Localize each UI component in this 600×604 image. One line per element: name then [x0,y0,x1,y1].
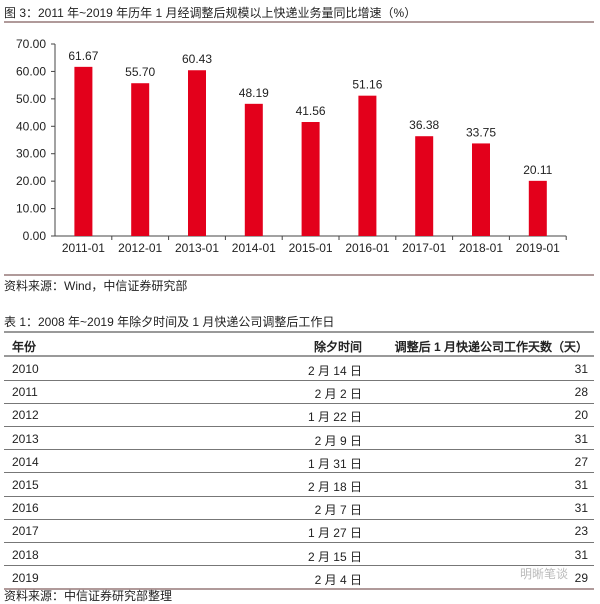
bar [528,180,547,236]
data-label: 51.16 [352,78,382,92]
cell-eve: 1 月 27 日 [307,526,362,541]
y-tick-label: 60.00 [16,64,46,78]
bar [472,143,490,236]
cell-year: 2018 [12,547,39,562]
row-divider [4,541,594,543]
table-row: 2019 2 月 4 日 29 [4,566,594,589]
cell-year: 2012 [12,408,39,423]
table-row: 2010 2 月 14 日 31 [4,357,594,380]
y-tick-label: 10.00 [16,202,46,216]
data-label: 36.38 [409,118,439,132]
divider [4,274,594,276]
divider [4,355,594,357]
cell-eve: 2 月 7 日 [314,503,362,518]
bar [358,95,377,236]
data-label: 60.43 [182,52,212,66]
cell-eve: 2 月 18 日 [307,480,362,494]
cell-days: 31 [574,362,588,376]
cell-year: 2017 [12,524,39,539]
y-tick-label: 0.00 [23,229,47,243]
y-tick-label: 30.00 [16,147,46,161]
figure-title: 图 3：2011 年~2019 年历年 1 月经调整后规模以上快递业务量同比增速… [4,6,417,20]
data-label: 33.75 [466,125,496,139]
table-row: 2013 2 月 9 日 31 [4,427,594,450]
cell-eve: 2 月 4 日 [314,572,362,587]
x-tick-label: 2011-01 [62,241,105,255]
y-tick-label: 70.00 [16,37,46,51]
table-row: 2011 2 月 2 日 28 [4,380,594,403]
data-label: 55.70 [125,65,155,79]
cell-eve: 1 月 31 日 [307,456,362,471]
bar-chart: 0.00 10.00 20.00 30.00 40.00 50.00 60.00 70.00 6… [16,37,567,255]
cell-days: 31 [574,501,588,516]
header-year: 年份 [12,340,37,354]
cell-year: 2010 [12,362,39,376]
cell-eve: 2 月 9 日 [314,433,362,448]
cell-days: 31 [574,478,588,492]
row-divider [4,425,594,427]
x-tick-label: 2018-01 [459,241,503,255]
cell-year: 2013 [12,431,39,446]
table-row: 2015 2 月 18 日 31 [4,473,594,496]
cell-year: 2019 [12,570,39,585]
row-divider [4,518,594,520]
cell-days: 31 [574,431,588,446]
table-row: 2012 1 月 22 日 20 [4,403,594,426]
x-tick-label: 2019-01 [516,241,560,255]
x-tick-label: 2014-01 [232,241,276,255]
row-divider [4,472,594,474]
cell-year: 2011 [12,385,38,400]
cell-days: 27 [574,454,588,469]
table-row: 2018 2 月 15 日 31 [4,543,594,566]
x-tick-label: 2013-01 [175,241,219,255]
x-tick-label: 2017-01 [402,241,446,255]
cell-eve: 1 月 22 日 [307,410,362,425]
table-row: 2016 2 月 7 日 31 [4,496,594,519]
row-divider [4,588,594,591]
cell-eve: 2 月 14 日 [307,364,362,378]
row-divider [4,565,594,567]
data-label: 41.56 [296,104,326,118]
row-divider [4,402,594,404]
row-divider [4,449,594,451]
cell-days: 23 [574,524,588,539]
cell-days: 20 [574,408,588,423]
table-title: 表 1：2008 年~2019 年除夕时间及 1 月快递公司调整后工作日 [4,315,335,329]
bar [188,70,206,236]
table-row: 2014 1 月 31 日 27 [4,450,594,473]
cell-days: 29 [574,570,588,585]
figure-source: 资料来源：Wind，中信证券研究部 [4,279,188,293]
data-label: 48.19 [239,86,269,100]
watermark: 明晰笔谈 [520,567,569,581]
bar [131,83,150,236]
x-tick-label: 2016-01 [345,241,389,255]
table-row: 2017 1 月 27 日 23 [4,519,594,542]
bar [301,122,320,236]
bar [415,136,434,236]
cell-year: 2015 [12,478,39,492]
cell-eve: 2 月 15 日 [307,549,362,564]
table-header: 年份 除夕时间 调整后 1 月快递公司工作天数（天） [4,333,594,356]
data-label: 61.67 [68,49,98,63]
cell-year: 2016 [12,501,39,516]
bar [74,66,93,237]
x-tick-label: 2012-01 [118,241,162,255]
data-label: 20.11 [523,163,552,177]
row-divider [4,495,594,497]
divider [4,331,594,333]
row-divider [4,379,594,381]
y-tick-label: 40.00 [16,119,46,133]
y-tick-label: 20.00 [16,174,46,188]
divider [4,21,594,23]
cell-year: 2014 [12,454,39,469]
header-days: 调整后 1 月快递公司工作天数（天） [394,340,588,354]
cell-days: 28 [574,385,588,400]
x-tick-label: 2015-01 [289,241,333,255]
bar [244,103,263,236]
y-tick-label: 50.00 [16,92,46,106]
cell-eve: 2 月 2 日 [314,387,362,402]
table-source: 资料来源：中信证券研究部整理 [4,589,173,603]
cell-days: 31 [574,547,588,562]
header-eve: 除夕时间 [313,340,362,354]
